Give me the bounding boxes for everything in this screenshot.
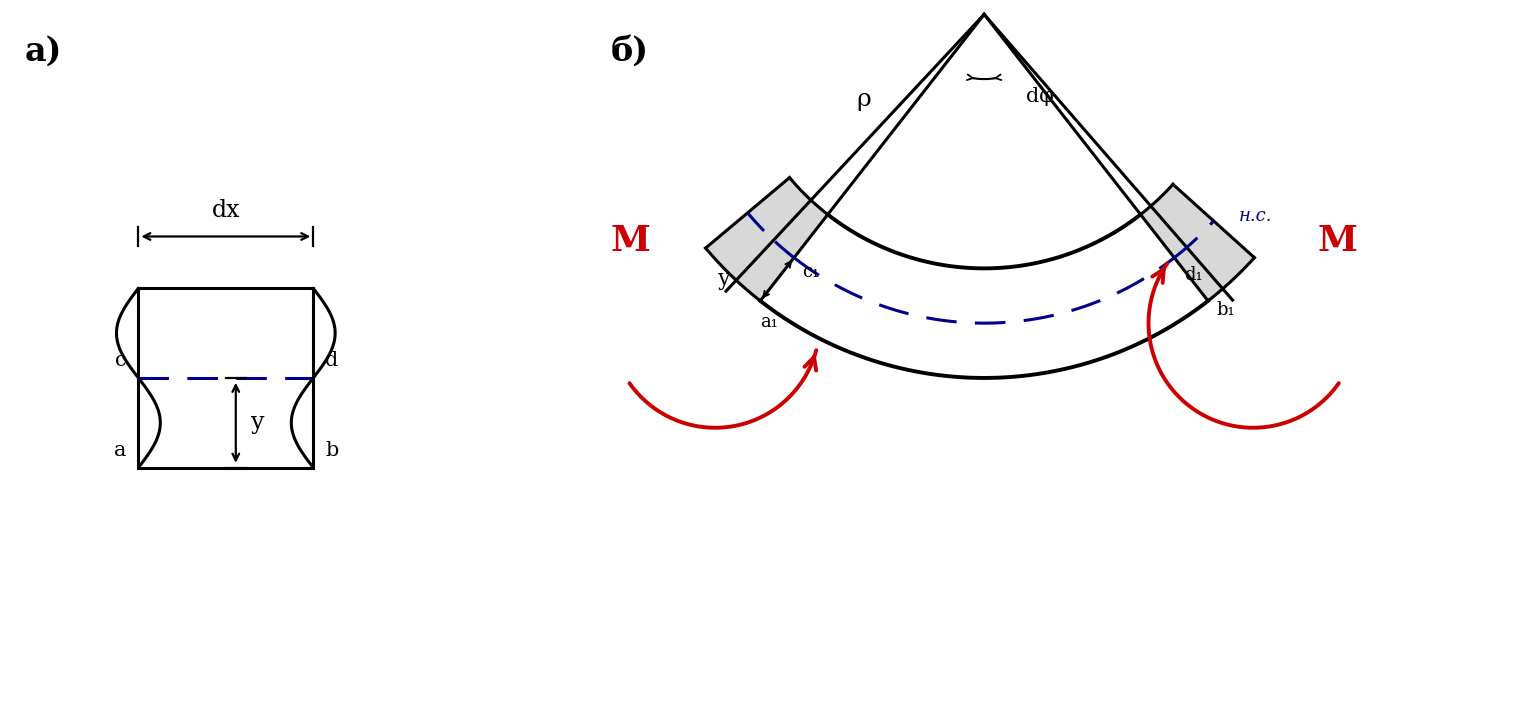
Text: a₁: a₁ xyxy=(761,313,778,331)
Text: dx: dx xyxy=(211,199,240,221)
Text: a: a xyxy=(115,440,127,459)
Text: b: b xyxy=(325,440,338,459)
Text: н.с.: н.с. xyxy=(1239,207,1272,225)
Text: c₁: c₁ xyxy=(802,263,819,281)
Text: a): a) xyxy=(24,34,63,67)
Text: y: y xyxy=(718,269,730,290)
Text: M: M xyxy=(611,224,651,258)
Polygon shape xyxy=(761,215,1208,378)
Text: y: y xyxy=(251,411,265,435)
Text: б): б) xyxy=(611,34,649,67)
Polygon shape xyxy=(1141,184,1254,301)
Text: b₁: b₁ xyxy=(1216,301,1234,319)
Text: M: M xyxy=(1318,224,1358,258)
Polygon shape xyxy=(706,178,828,301)
Text: ρ: ρ xyxy=(856,88,871,111)
Text: d₁: d₁ xyxy=(1185,266,1203,284)
Text: c: c xyxy=(115,351,127,370)
Text: dφ: dφ xyxy=(1026,87,1053,106)
Text: d: d xyxy=(325,351,338,370)
